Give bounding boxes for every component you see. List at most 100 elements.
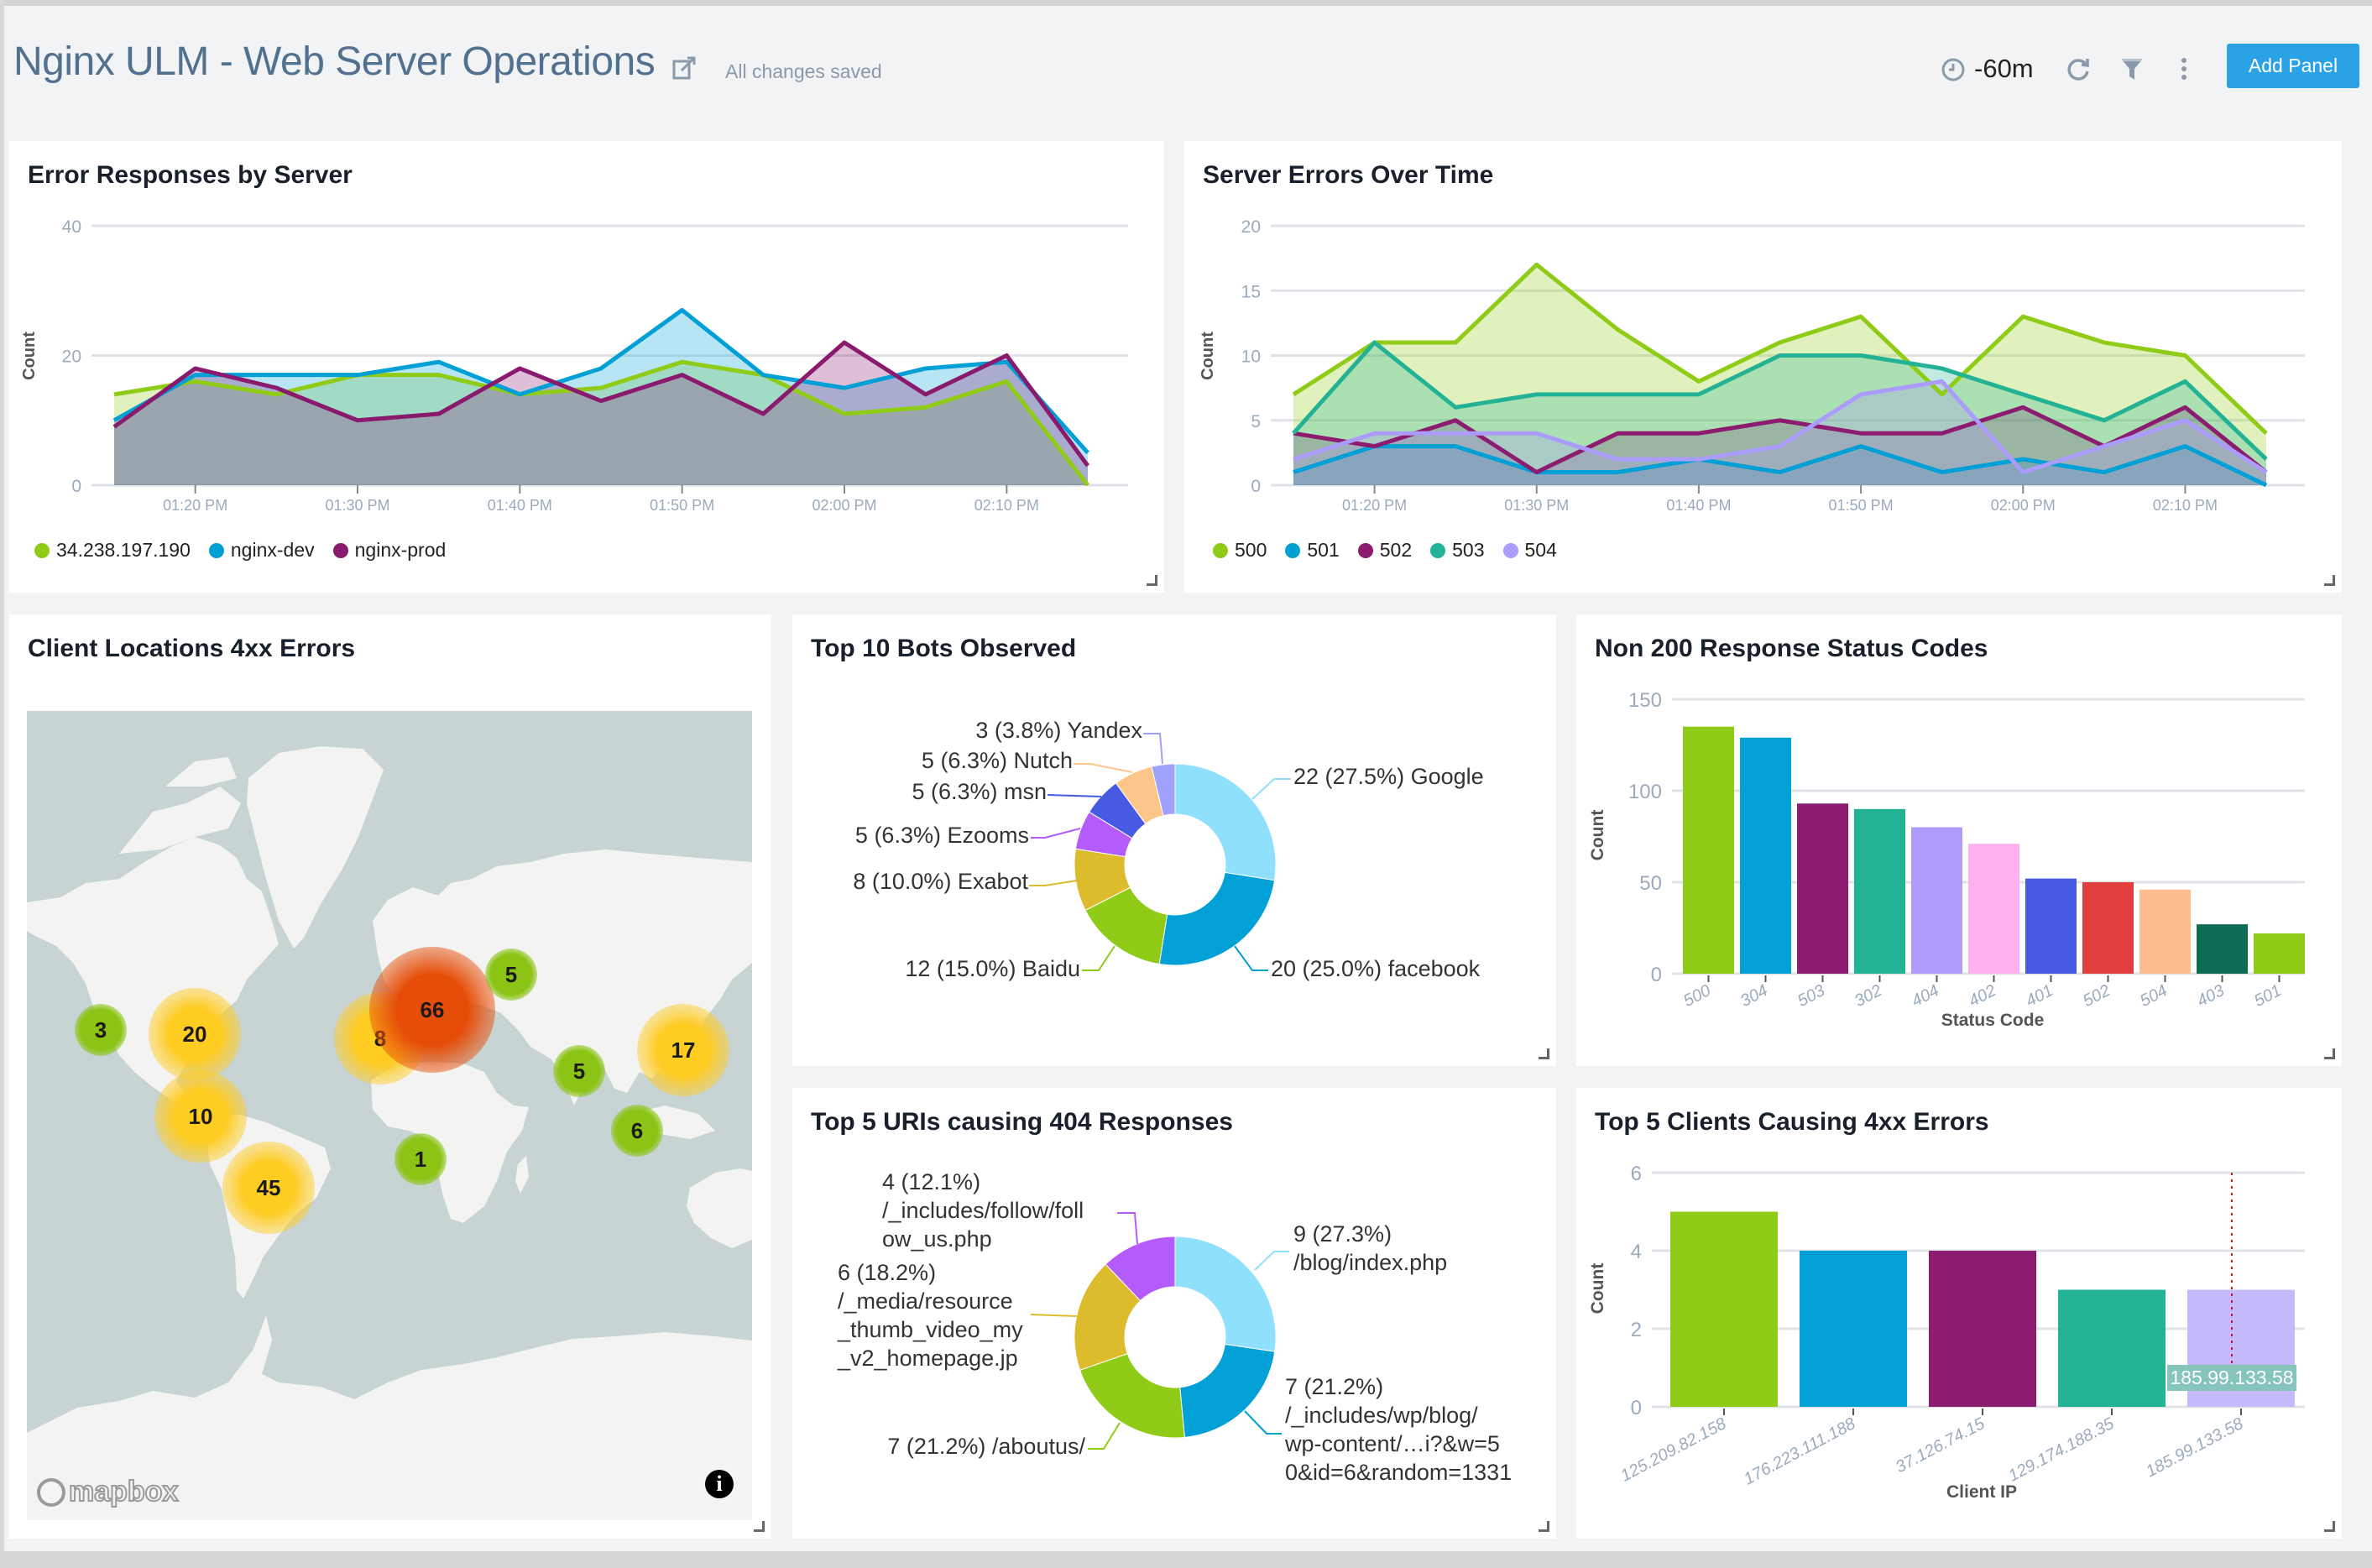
bar-304[interactable] <box>1740 737 1791 974</box>
y-tick-label: 6 <box>1631 1163 1642 1185</box>
slice-facebook[interactable] <box>1158 871 1276 966</box>
map-cluster-marker[interactable]: 6 <box>611 1105 663 1157</box>
slice-/blog/index.php[interactable] <box>1174 1236 1277 1352</box>
series-line-503[interactable] <box>1292 340 2268 461</box>
map-cluster-marker[interactable]: 10 <box>154 1070 247 1163</box>
x-tick-label: 02:00 PM <box>812 497 876 514</box>
legend-item[interactable]: 34.238.197.190 <box>34 539 191 562</box>
resize-handle[interactable] <box>1539 1521 1549 1532</box>
legend-item[interactable]: nginx-dev <box>208 539 315 562</box>
x-tick-label: 37.126.74.15 <box>1893 1414 1988 1477</box>
bar-37.126.74.15[interactable] <box>1929 1251 2036 1407</box>
mapbox-wordmark: mapbox <box>68 1475 179 1508</box>
panel-title: Top 10 Bots Observed <box>811 635 1077 662</box>
leader-line <box>1251 778 1291 800</box>
legend-label: 502 <box>1379 539 1413 561</box>
resize-handle[interactable] <box>754 1521 765 1532</box>
slice-label: /_includes/wp/blog/ <box>1285 1403 1478 1428</box>
bar-502[interactable] <box>2082 882 2134 974</box>
slice-/_media/resource_thumb_video_my_v2_homepage.jp[interactable] <box>1074 1263 1142 1371</box>
series-line-501[interactable] <box>1293 444 2268 488</box>
slice-label: 20 (25.0%) facebook <box>1271 956 1481 981</box>
clock-icon[interactable] <box>1941 57 1966 82</box>
resize-handle[interactable] <box>2324 1048 2335 1059</box>
map-cluster-marker[interactable]: 5 <box>553 1045 605 1097</box>
map-cluster-marker[interactable]: 66 <box>369 947 495 1073</box>
slice-Google[interactable] <box>1174 763 1277 881</box>
refresh-icon[interactable] <box>2065 55 2092 82</box>
x-tick-label: 185.99.133.58 <box>2143 1414 2246 1481</box>
bar-401[interactable] <box>2025 878 2077 974</box>
bar-176.223.111.188[interactable] <box>1800 1251 1907 1407</box>
series-area-504 <box>1293 381 2266 485</box>
map-cluster-marker[interactable]: 5 <box>485 949 537 1001</box>
map-cluster-marker[interactable]: 3 <box>75 1004 127 1056</box>
resize-handle[interactable] <box>1147 575 1157 586</box>
leader-line <box>1031 828 1081 839</box>
series-line-34.238.197.190[interactable] <box>113 359 1089 487</box>
filter-icon[interactable] <box>2119 55 2145 82</box>
x-tick-label: 125.209.82.158 <box>1617 1414 1729 1486</box>
series-area-34.238.197.190 <box>114 362 1088 485</box>
map-cluster-marker[interactable]: 1 <box>394 1133 447 1185</box>
y-tick-label: 20 <box>1241 217 1261 237</box>
slice-/aboutus/[interactable] <box>1079 1352 1185 1439</box>
bar-404[interactable] <box>1911 827 1962 974</box>
y-tick-label: 0 <box>1651 964 1662 986</box>
x-axis-label: Status Code <box>1941 1011 2045 1030</box>
time-range-selector[interactable]: -60m <box>1974 54 2034 83</box>
slice-/_includes/wp/blog/wp-content/...i?&w=50&id=6&random=1331[interactable] <box>1179 1343 1276 1439</box>
legend-item[interactable]: 501 <box>1285 539 1340 562</box>
edit-icon[interactable] <box>671 55 697 81</box>
x-tick-label: 404 <box>1909 981 1942 1011</box>
slice-Yandex[interactable] <box>1151 763 1176 817</box>
series-line-nginx-prod[interactable] <box>112 340 1090 468</box>
bar-501[interactable] <box>2254 933 2305 974</box>
panel-title: Top 5 URIs causing 404 Responses <box>811 1108 1233 1136</box>
window-bottom-edge <box>0 1551 2372 1568</box>
bar-302[interactable] <box>1854 808 1905 974</box>
bar-403[interactable] <box>2197 924 2248 974</box>
dashboard-title: Nginx ULM - Web Server Operations <box>13 39 656 84</box>
legend-swatch <box>1285 542 1301 558</box>
series-line-nginx-dev[interactable] <box>112 307 1089 455</box>
resize-handle[interactable] <box>1539 1048 1549 1059</box>
legend-item[interactable]: nginx-prod <box>332 539 446 562</box>
slice-label: 5 (6.3%) msn <box>912 779 1047 804</box>
bar-500[interactable] <box>1683 726 1734 974</box>
series-line-504[interactable] <box>1293 379 2268 475</box>
legend-item[interactable]: 503 <box>1430 539 1485 562</box>
x-tick-label: 01:50 PM <box>1829 497 1894 514</box>
panel-top-bots: Top 10 Bots Observed 22 (27.5%) Google 20… <box>792 614 1556 1066</box>
more-vertical-icon[interactable] <box>2171 55 2197 82</box>
slice-/_includes/follow/follow_us.php[interactable] <box>1105 1236 1176 1302</box>
mapbox-logo[interactable]: mapbox <box>37 1475 179 1508</box>
resize-handle[interactable] <box>2324 575 2335 586</box>
legend-item[interactable]: 500 <box>1213 539 1267 562</box>
leader-line <box>1047 794 1102 797</box>
series-area-nginx-dev <box>114 310 1088 485</box>
info-icon[interactable]: i <box>705 1470 734 1498</box>
world-map[interactable]: 3208665517104516 mapbox i <box>27 711 752 1520</box>
bar-125.209.82.158[interactable] <box>1670 1211 1778 1408</box>
x-tick-label: 403 <box>2194 981 2228 1011</box>
x-tick-label: 501 <box>2251 981 2285 1011</box>
x-tick-label: 302 <box>1852 981 1885 1011</box>
series-line-500[interactable] <box>1292 262 2268 436</box>
panel-client-locations: Client Locations 4xx Errors 320866551710… <box>9 614 771 1539</box>
legend-item[interactable]: 504 <box>1502 539 1557 562</box>
map-cluster-marker[interactable]: 45 <box>222 1142 315 1234</box>
legend-item[interactable]: 502 <box>1357 539 1413 562</box>
bar-129.174.188.35[interactable] <box>2058 1289 2166 1408</box>
bar-402[interactable] <box>1968 844 2019 974</box>
x-tick-label: 176.223.111.188 <box>1741 1414 1858 1489</box>
bar-504[interactable] <box>2140 889 2191 974</box>
uris-donut-chart: 9 (27.3%) /blog/index.php 7 (21.2%) /_inclu… <box>837 1169 1512 1485</box>
window-left-edge <box>0 0 4 1568</box>
resize-handle[interactable] <box>2324 1521 2335 1532</box>
bar-503[interactable] <box>1797 803 1848 974</box>
error-responses-chart: 0 20 40 Count 01:20 PM 01:30 PM 01:40 PM 01:50 … <box>20 217 1128 514</box>
add-panel-button[interactable]: Add Panel <box>2227 44 2359 88</box>
map-cluster-marker[interactable]: 17 <box>637 1004 729 1096</box>
map-cluster-marker[interactable]: 20 <box>149 988 241 1080</box>
